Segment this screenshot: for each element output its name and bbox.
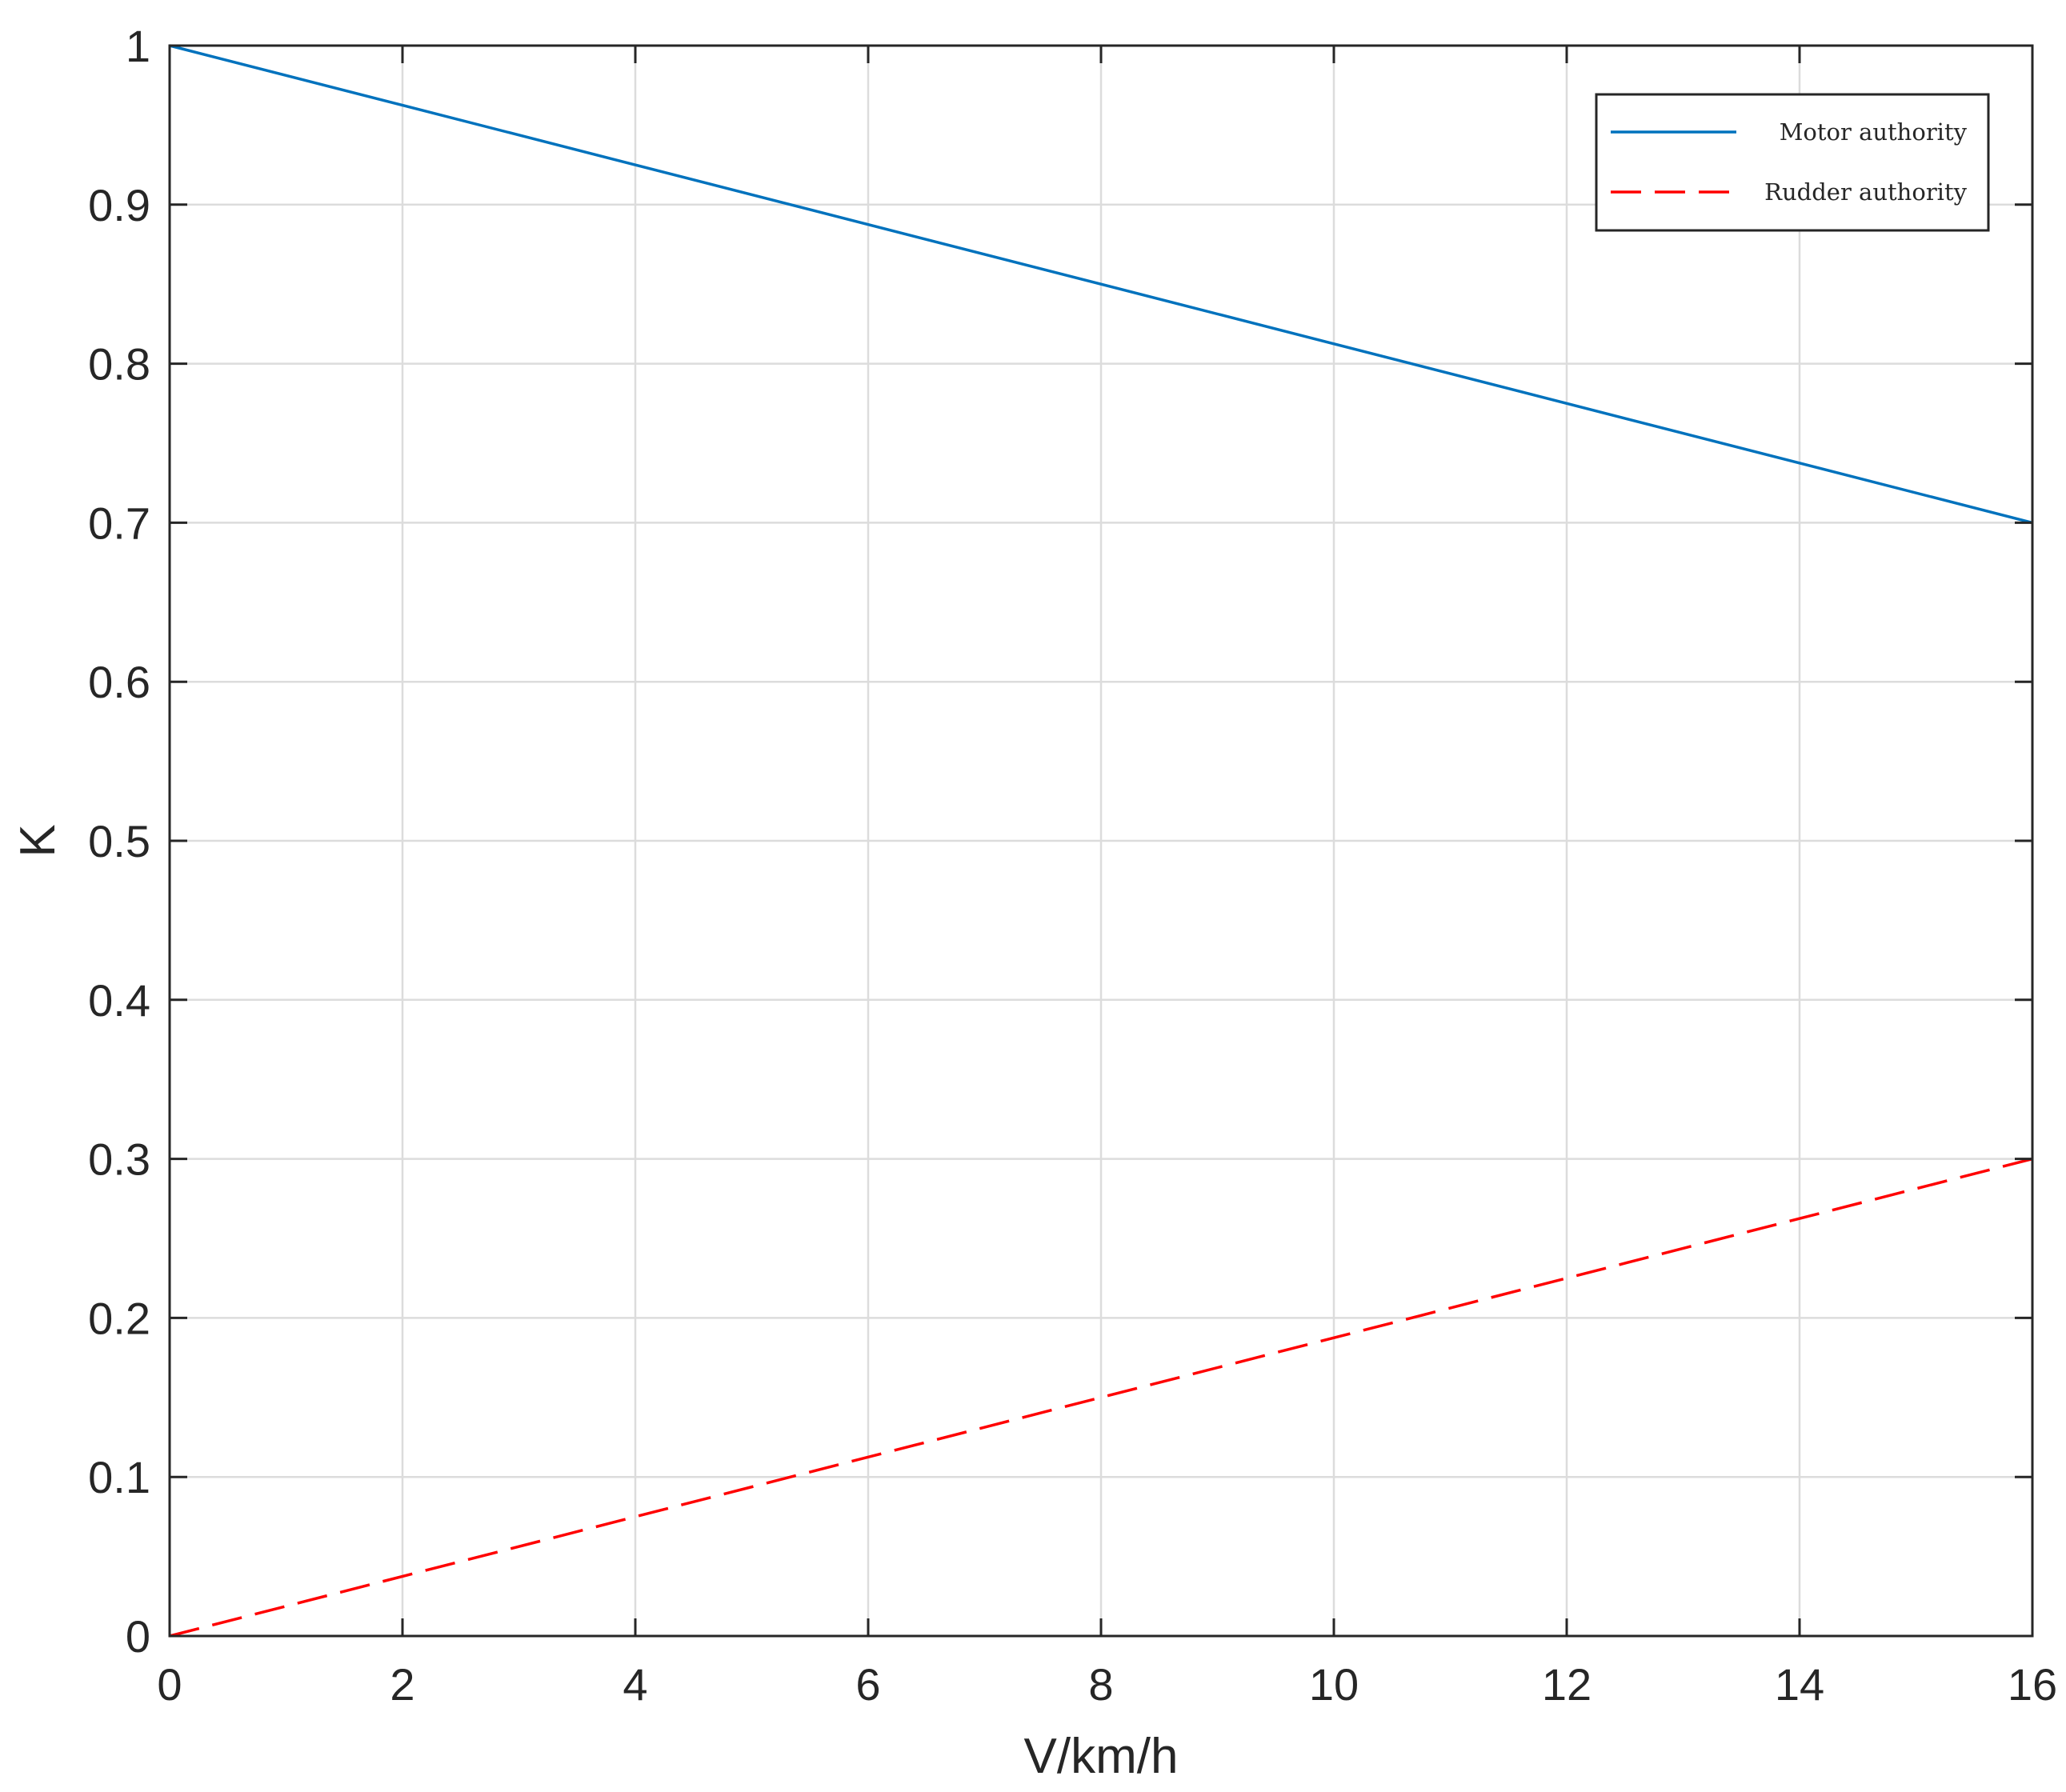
x-tick-label: 12 [1542, 1659, 1592, 1710]
x-tick-label: 8 [1088, 1659, 1113, 1710]
grid-lines [168, 44, 2034, 1638]
x-tick-label: 16 [2008, 1659, 2057, 1710]
y-axis-label: K [10, 824, 66, 857]
tick-labels: 0 2 4 6 8 10 12 14 16 0 0.1 0.2 0.3 0.4 0.5 0.6 0.7 0.8 0.… [88, 21, 2057, 1710]
tick-marks [168, 44, 2034, 1638]
y-tick-label: 0.2 [88, 1293, 150, 1343]
y-tick-label: 0.8 [88, 339, 150, 390]
y-tick-label: 0.1 [88, 1452, 150, 1502]
x-tick-label: 6 [855, 1659, 880, 1710]
y-tick-label: 0.6 [88, 657, 150, 707]
x-axis-label: V/km/h [1024, 1729, 1179, 1784]
series-line-1 [169, 44, 2033, 525]
y-tick-label: 0.3 [88, 1134, 150, 1185]
legend-box [1595, 93, 1990, 232]
y-tick-label: 0.7 [88, 498, 150, 548]
legend-label-2: Rudder authority [1764, 178, 1967, 206]
series-lines [169, 44, 2033, 1638]
series-line-2 [169, 1157, 2033, 1638]
y-tick-label: 0.5 [88, 816, 150, 866]
x-tick-label: 0 [157, 1659, 182, 1710]
x-tick-label: 2 [390, 1659, 414, 1710]
x-tick-label: 10 [1309, 1659, 1359, 1710]
legend-label-1: Motor authority [1780, 118, 1968, 146]
legend: Motor authority Rudder authority [1595, 93, 1990, 232]
x-tick-label: 14 [1775, 1659, 1824, 1710]
y-tick-label: 0.9 [88, 180, 150, 230]
y-tick-label: 1 [126, 21, 150, 71]
y-tick-label: 0 [126, 1611, 150, 1662]
y-tick-label: 0.4 [88, 975, 150, 1026]
x-tick-label: 4 [623, 1659, 647, 1710]
